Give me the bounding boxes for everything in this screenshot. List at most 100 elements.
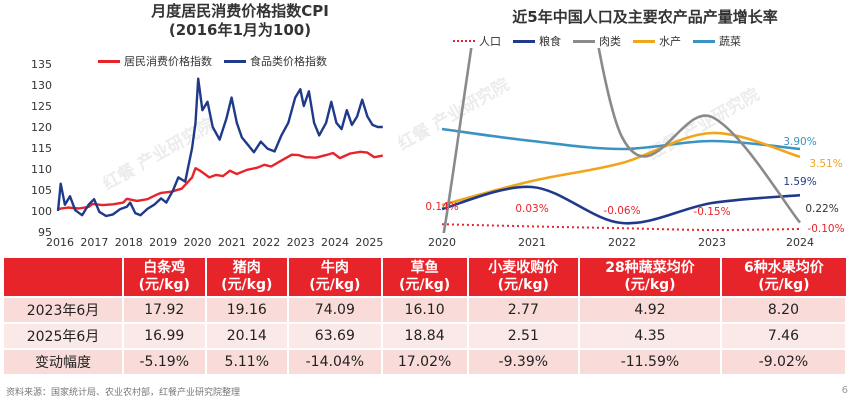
legend-label-grain: 粮食 — [539, 35, 561, 48]
table-cell: 63.69 — [288, 322, 383, 349]
table-cell: 8.20 — [720, 296, 848, 323]
y-tick-label: 135 — [31, 58, 52, 71]
table-header-cell: 白条鸡 (元/kg) — [123, 258, 207, 297]
x-tick-label: 2021 — [218, 236, 246, 249]
x-tick-label: 2025 — [355, 236, 383, 249]
y-tick-label: 125 — [31, 100, 52, 113]
table-row-label: 2025年6月 — [4, 322, 124, 349]
food-price-series-line — [56, 77, 383, 218]
legend-swatch-cpi — [98, 59, 120, 63]
legend-item-grain: 粮食 — [513, 33, 561, 49]
legend-swatch-food — [224, 59, 246, 63]
table-cell: 19.16 — [205, 296, 290, 323]
source-note: 资料来源：国家统计局、农业农村部，红餐产业研究院整理 — [6, 388, 241, 398]
table-header-cell: 28种蔬菜均价 (元/kg) — [579, 258, 722, 297]
y-tick-label: 110 — [31, 163, 52, 176]
population-data-label: -0.10% — [807, 223, 844, 235]
table-cell: -5.19% — [123, 348, 207, 374]
legend-item-population: 人口 — [453, 33, 501, 49]
table-cell: 16.99 — [123, 322, 207, 349]
table-cell: -9.02% — [720, 348, 848, 374]
table-cell: 74.09 — [288, 296, 383, 323]
legend-item-cpi: 居民消费价格指数 — [98, 53, 212, 69]
left-chart-title-block: 月度居民消费价格指数CPI (2016年1月为100) — [70, 2, 410, 40]
legend-label-population: 人口 — [479, 35, 501, 48]
population-data-label: 0.03% — [515, 203, 548, 215]
table-header-cell: 猪肉 (元/kg) — [205, 258, 290, 297]
page-number: 6 — [841, 385, 848, 396]
right-chart-legend: 人口 粮食 肉类 水产 蔬菜 — [453, 33, 753, 49]
legend-item-vegetable: 蔬菜 — [693, 33, 741, 49]
legend-swatch-vegetable — [693, 39, 715, 43]
y-tick-label: 95 — [38, 226, 52, 239]
growth-plot-area — [441, 48, 801, 233]
table-row-label: 变动幅度 — [4, 348, 124, 374]
legend-label-vegetable: 蔬菜 — [719, 35, 741, 48]
left-chart-title: 月度居民消费价格指数CPI — [151, 2, 329, 20]
price-comparison-table: 白条鸡 (元/kg) 猪肉 (元/kg) 牛肉 (元/kg) 草鱼 (元/kg)… — [4, 258, 848, 374]
population-series-line — [441, 223, 801, 232]
aquatic-series-line — [441, 131, 801, 207]
legend-label-food: 食品类价格指数 — [250, 55, 327, 68]
x-tick-label: 2021 — [518, 236, 546, 249]
y-tick-label: 105 — [31, 184, 52, 197]
legend-item-aquatic: 水产 — [633, 33, 681, 49]
aquatic-end-label: 3.51% — [809, 158, 842, 170]
legend-label-aquatic: 水产 — [659, 35, 681, 48]
y-tick-label: 115 — [31, 142, 52, 155]
x-tick-label: 2018 — [115, 236, 143, 249]
legend-label-cpi: 居民消费价格指数 — [124, 55, 212, 68]
table-cell: -9.39% — [467, 348, 581, 374]
x-tick-label: 2016 — [46, 236, 74, 249]
y-tick-label: 120 — [31, 121, 52, 134]
table-header-row: 白条鸡 (元/kg) 猪肉 (元/kg) 牛肉 (元/kg) 草鱼 (元/kg)… — [4, 258, 846, 297]
x-tick-label: 2022 — [608, 236, 636, 249]
population-data-label: -0.15% — [693, 206, 730, 218]
table-cell: -14.04% — [288, 348, 383, 374]
vegetable-end-label: 3.90% — [783, 136, 816, 148]
table-row: 变动幅度 -5.19% 5.11% -14.04% 17.02% -9.39% … — [4, 348, 848, 374]
table-cell: -11.59% — [579, 348, 722, 374]
table-cell: 18.84 — [381, 322, 469, 349]
grain-end-label: 1.59% — [783, 176, 816, 188]
table-header-cell: 牛肉 (元/kg) — [288, 258, 383, 297]
x-tick-label: 2020 — [184, 236, 212, 249]
table-cell: 17.92 — [123, 296, 207, 323]
legend-label-meat: 肉类 — [599, 35, 621, 48]
table-cell: 4.92 — [579, 296, 722, 323]
cpi-series-line — [57, 150, 384, 211]
legend-swatch-grain — [513, 39, 535, 43]
legend-swatch-meat — [573, 39, 595, 43]
y-tick-label: 130 — [31, 79, 52, 92]
table-cell: 2.77 — [467, 296, 581, 323]
legend-swatch-aquatic — [633, 39, 655, 43]
legend-item-meat: 肉类 — [573, 33, 621, 49]
table-row-label: 2023年6月 — [4, 296, 124, 323]
table-row: 2025年6月 16.99 20.14 63.69 18.84 2.51 4.3… — [4, 322, 848, 349]
table-cell: 20.14 — [205, 322, 290, 349]
meat-end-label: 0.22% — [805, 203, 838, 215]
grain-series-line — [441, 185, 801, 225]
table-cell: 16.10 — [381, 296, 469, 323]
cpi-line-chart: 95 100 105 110 115 120 125 130 135 2016 2017 2018 20… — [31, 58, 384, 249]
table-header-corner — [4, 258, 124, 297]
growth-line-chart: 2020 2021 2022 2023 2024 0.14% 0.03% -0.06% -0.1… — [425, 48, 845, 249]
table-cell: 5.11% — [205, 348, 290, 374]
x-tick-label: 2017 — [80, 236, 108, 249]
table-header-cell: 6种水果均价 (元/kg) — [720, 258, 846, 297]
x-tick-label: 2023 — [287, 236, 315, 249]
x-tick-label: 2019 — [149, 236, 177, 249]
population-data-label: 0.14% — [425, 201, 458, 213]
x-tick-label: 2024 — [786, 236, 814, 249]
table-cell: 17.02% — [381, 348, 469, 374]
legend-item-food: 食品类价格指数 — [224, 53, 327, 69]
population-data-label: -0.06% — [603, 205, 640, 217]
legend-swatch-population — [453, 40, 475, 42]
y-tick-label: 100 — [31, 205, 52, 218]
table-header-cell: 小麦收购价 (元/kg) — [467, 258, 581, 297]
left-chart-legend: 居民消费价格指数 食品类价格指数 — [98, 53, 339, 69]
table-cell: 7.46 — [720, 322, 848, 349]
meat-series-line — [442, 48, 801, 233]
x-tick-label: 2022 — [252, 236, 280, 249]
table-cell: 2.51 — [467, 322, 581, 349]
